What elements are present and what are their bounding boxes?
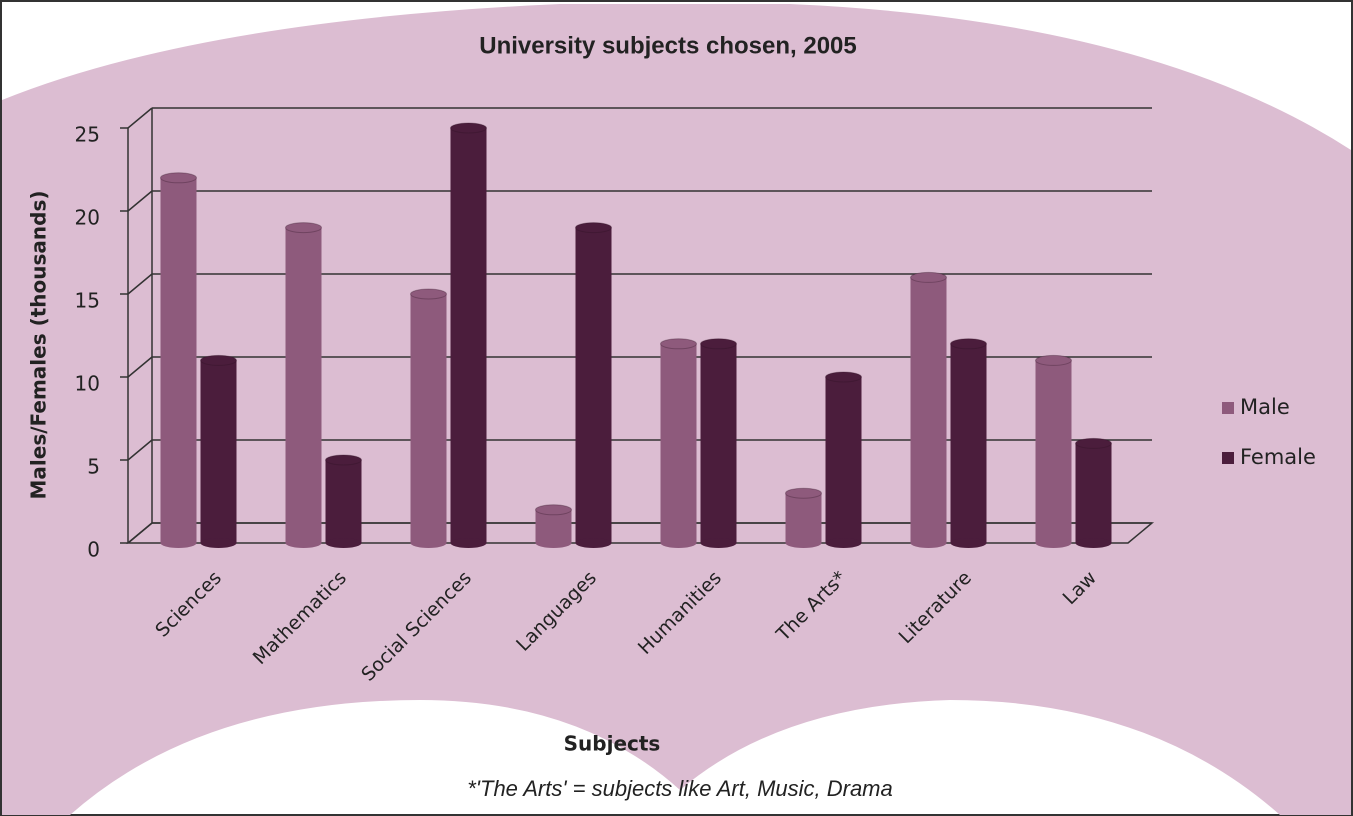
bar-base	[160, 538, 197, 548]
legend-label: Male	[1240, 395, 1290, 419]
grid-line	[127, 107, 153, 129]
bar-shade	[200, 360, 237, 543]
y-axis-label: Males/Females (thousands)	[27, 191, 51, 500]
bar-base	[285, 538, 322, 548]
y-tick-label: 25	[75, 123, 100, 147]
y-tick-label: 5	[87, 455, 100, 479]
bar-base	[1075, 538, 1112, 548]
bar-cap	[200, 354, 237, 366]
bar-shade	[410, 294, 447, 543]
y-tick-label: 15	[75, 289, 100, 313]
y-tick-label: 0	[87, 538, 100, 562]
bar-base	[200, 538, 237, 548]
bar-cap	[535, 504, 572, 516]
bar-shade	[825, 377, 862, 543]
bar-cap	[700, 338, 737, 350]
bar-shade	[700, 343, 737, 543]
bar-base	[575, 538, 612, 548]
bar-base	[1035, 538, 1072, 548]
bar-cap	[825, 371, 862, 383]
bar-base	[700, 538, 737, 548]
bar-shade	[785, 493, 822, 543]
bar-cap	[575, 222, 612, 234]
bar-shade	[910, 277, 947, 543]
bar-cap	[285, 222, 322, 234]
bar-shade	[660, 343, 697, 543]
grid-line	[127, 522, 153, 544]
x-axis-label: Subjects	[564, 732, 661, 756]
bar-cap	[785, 487, 822, 499]
chart-title: University subjects chosen, 2005	[479, 32, 857, 59]
y-tick-label: 20	[75, 206, 100, 230]
footnote: *'The Arts' = subjects like Art, Music, …	[467, 776, 893, 801]
grid-line	[127, 190, 153, 212]
bar-base	[910, 538, 947, 548]
bar-shade	[535, 509, 572, 543]
legend-swatch	[1222, 402, 1234, 414]
bar-cap	[450, 122, 487, 134]
bar-cap	[950, 338, 987, 350]
bar-base	[825, 538, 862, 548]
bar-base	[325, 538, 362, 548]
bar-base	[410, 538, 447, 548]
grid-line	[127, 439, 153, 461]
bar-cap	[660, 338, 697, 350]
grid-line	[127, 356, 153, 378]
bar-cap	[1075, 437, 1112, 449]
bar-shade	[950, 343, 987, 543]
bar-shade	[285, 227, 322, 543]
bar-base	[785, 538, 822, 548]
bar-shade	[1075, 443, 1112, 543]
bar-cap	[325, 454, 362, 466]
bar-cap	[410, 288, 447, 300]
bar-cap	[1035, 354, 1072, 366]
legend-label: Female	[1240, 445, 1316, 469]
bar-shade	[450, 128, 487, 543]
bar-base	[450, 538, 487, 548]
bar-base	[660, 538, 697, 548]
bar-cap	[910, 271, 947, 283]
bar-base	[950, 538, 987, 548]
legend-swatch	[1222, 452, 1234, 464]
bar-shade	[325, 460, 362, 543]
grid-line	[127, 273, 153, 295]
bar-shade	[160, 177, 197, 544]
bar-shade	[1035, 360, 1072, 543]
bar-base	[535, 538, 572, 548]
bar-shade	[575, 227, 612, 543]
bar-cap	[160, 172, 197, 184]
y-tick-label: 10	[75, 372, 100, 396]
